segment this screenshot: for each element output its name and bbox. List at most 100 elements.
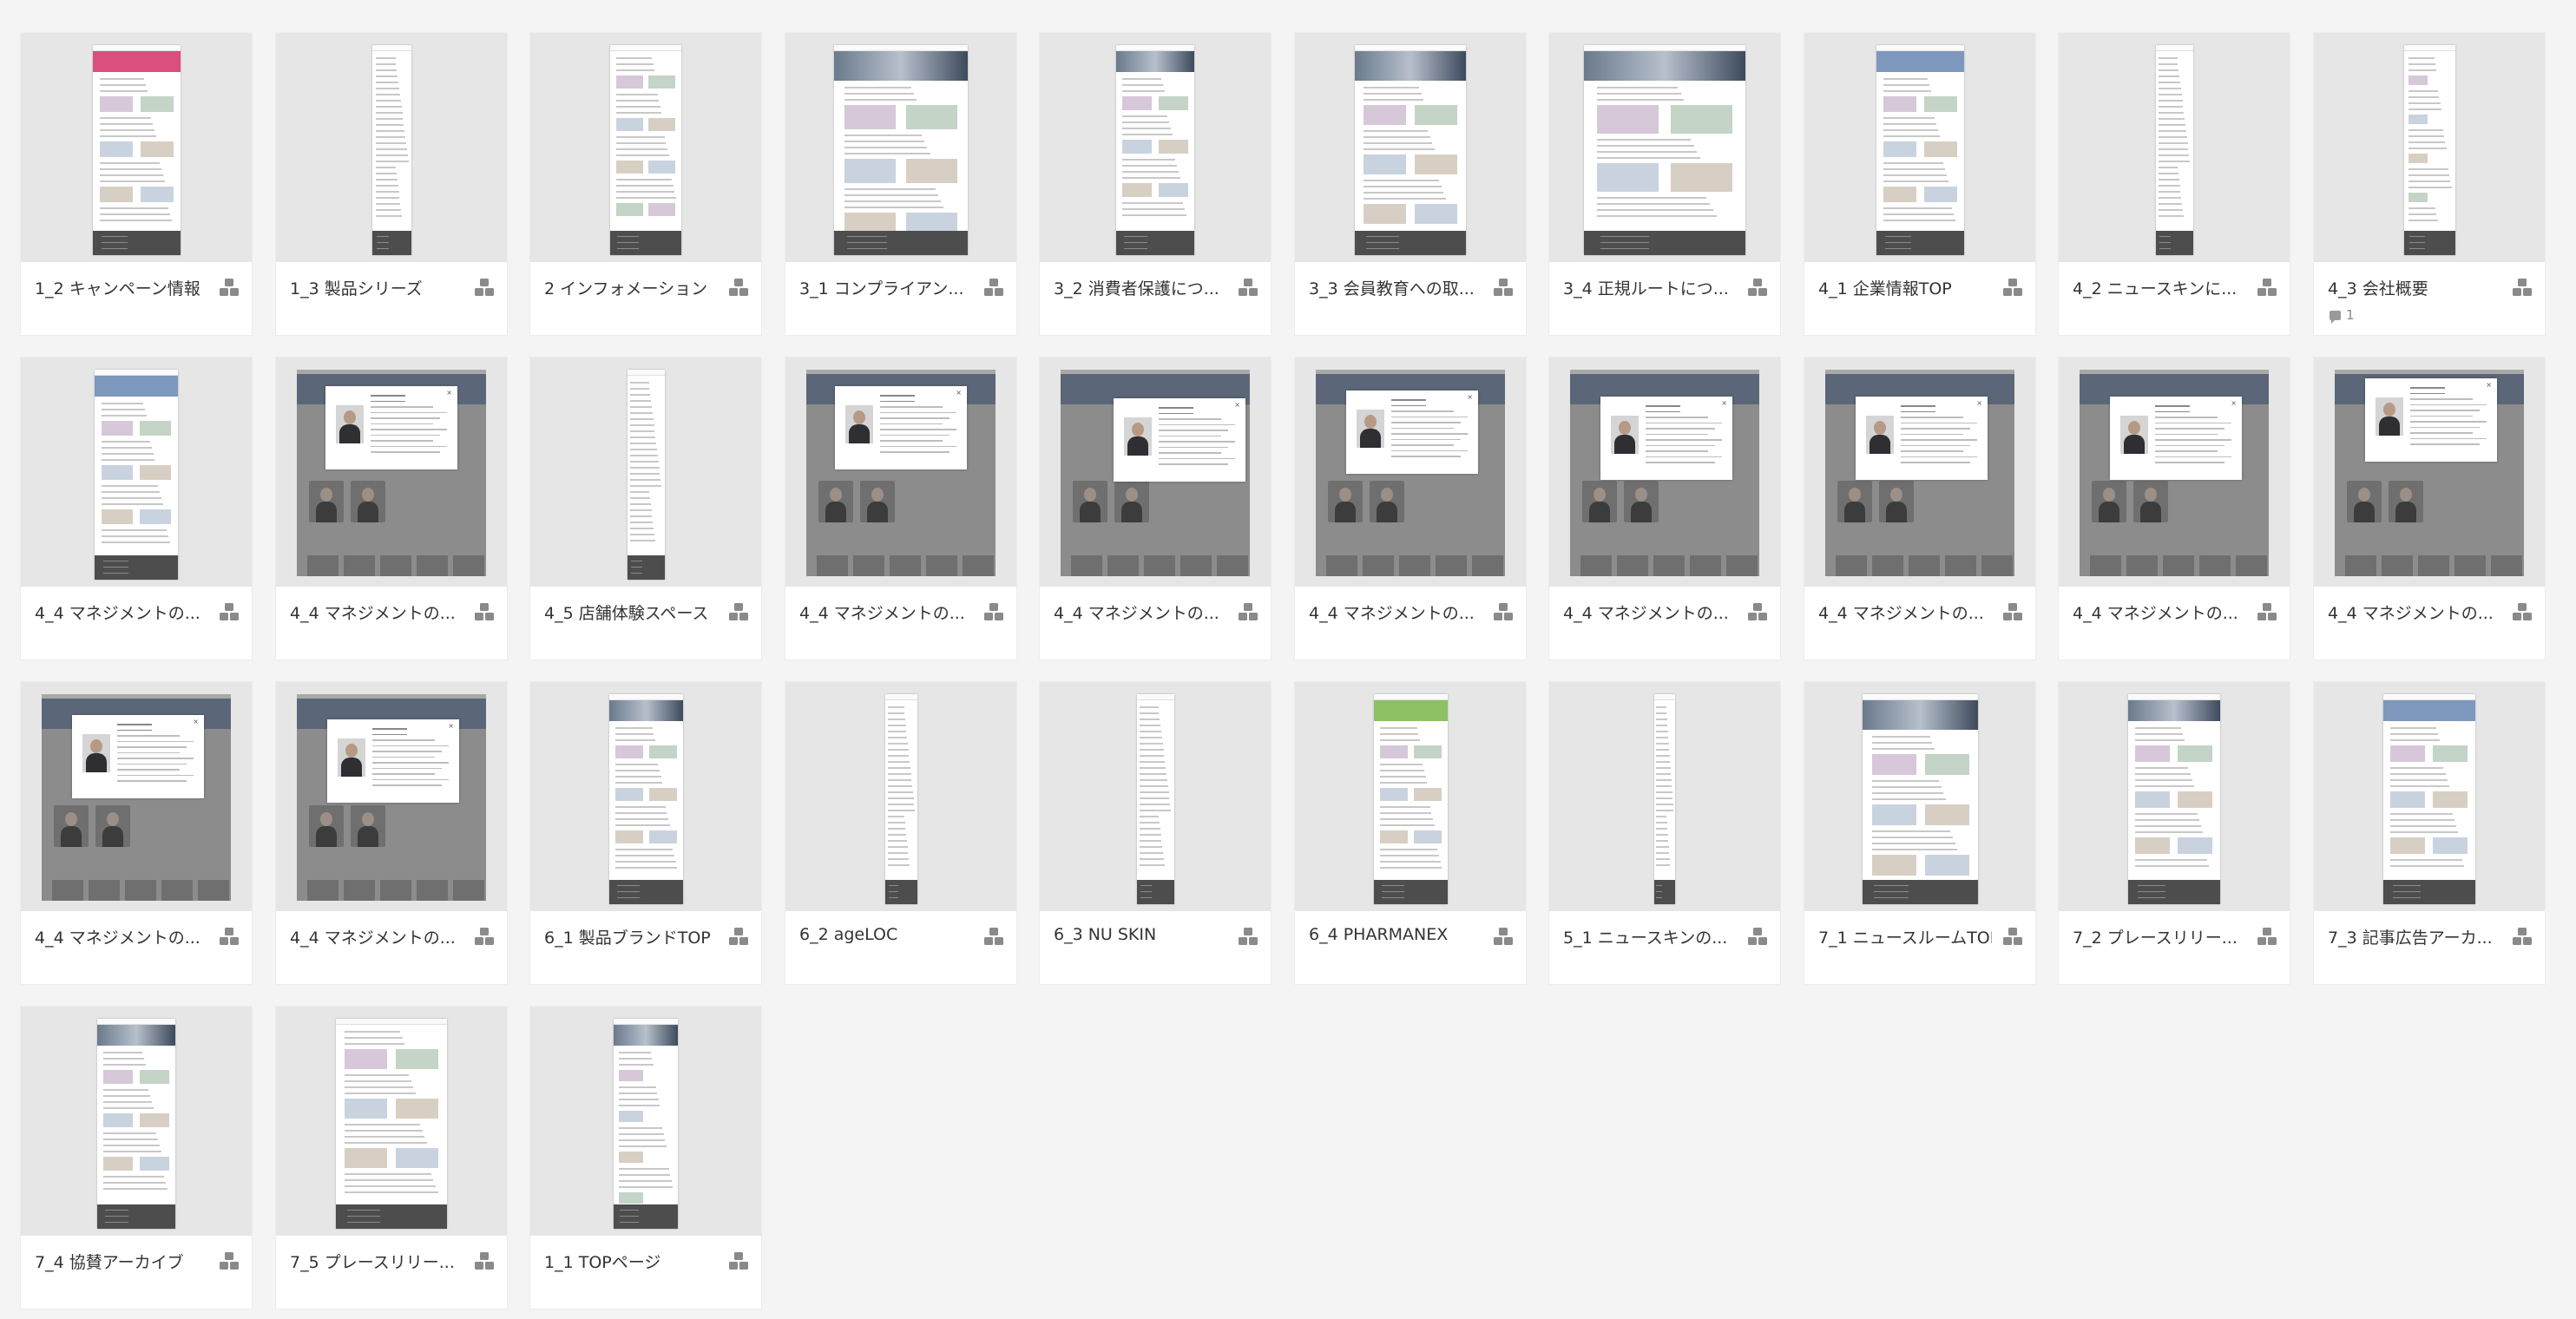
artboard-thumbnail[interactable] <box>21 358 252 587</box>
artboard-card[interactable]: × 4_4 マネジメントの... <box>21 682 252 984</box>
artboard-card[interactable]: × 4_4 マネジメントの... <box>785 358 1016 660</box>
artboard-card[interactable]: 7_3 記事広告アーカ... <box>2314 682 2545 984</box>
artboard-thumbnail[interactable] <box>1804 33 2035 262</box>
artboard-card[interactable]: 4_3 会社概要 1 <box>2314 33 2545 335</box>
artboard-thumbnail[interactable]: × <box>1040 358 1271 587</box>
artboard-thumbnail[interactable] <box>2314 682 2545 911</box>
artboard-card[interactable]: × 4_4 マネジメントの... <box>1549 358 1780 660</box>
artboard-thumbnail[interactable]: × <box>21 682 252 911</box>
artboard-card[interactable]: 6_1 製品ブランドTOP <box>530 682 761 984</box>
group-icon[interactable] <box>983 602 1004 621</box>
artboard-thumbnail[interactable] <box>21 33 252 262</box>
artboard-thumbnail[interactable] <box>1804 682 2035 911</box>
artboard-card[interactable]: 2 インフォメーション <box>530 33 761 335</box>
artboard-card[interactable]: × 4_4 マネジメントの... <box>2314 358 2545 660</box>
artboard-card[interactable]: 3_4 正規ルートにつ... <box>1549 33 1780 335</box>
artboard-card[interactable]: 6_4 PHARMANEX <box>1295 682 1526 984</box>
artboard-card[interactable]: 7_4 協賛アーカイブ <box>21 1007 252 1309</box>
artboard-thumbnail[interactable] <box>530 33 761 262</box>
comment-count[interactable]: 1 <box>2330 307 2355 324</box>
artboard-thumbnail[interactable] <box>2059 682 2290 911</box>
artboard-thumbnail[interactable] <box>785 33 1016 262</box>
artboard-thumbnail[interactable]: × <box>276 682 507 911</box>
group-icon[interactable] <box>2257 278 2277 297</box>
artboard-card[interactable]: 1_1 TOPページ <box>530 1007 761 1309</box>
artboard-thumbnail[interactable]: × <box>1804 358 2035 587</box>
group-icon[interactable] <box>983 927 1004 946</box>
group-icon[interactable] <box>1747 602 1768 621</box>
artboard-thumbnail[interactable] <box>1549 682 1780 911</box>
group-icon[interactable] <box>1493 927 1514 946</box>
artboard-thumbnail[interactable] <box>1549 33 1780 262</box>
artboard-thumbnail[interactable]: × <box>2059 358 2290 587</box>
group-icon[interactable] <box>1493 602 1514 621</box>
artboard-thumbnail[interactable] <box>785 682 1016 911</box>
artboard-thumbnail[interactable] <box>21 1007 252 1236</box>
group-icon[interactable] <box>474 602 495 621</box>
artboard-card[interactable]: 1_3 製品シリーズ <box>276 33 507 335</box>
artboard-card[interactable]: 6_3 NU SKIN <box>1040 682 1271 984</box>
artboard-thumbnail[interactable] <box>276 1007 507 1236</box>
artboard-card[interactable]: 4_1 企業情報TOP <box>1804 33 2035 335</box>
artboard-thumbnail[interactable] <box>1040 682 1271 911</box>
group-icon[interactable] <box>219 278 240 297</box>
artboard-card[interactable]: 3_3 会員教育への取... <box>1295 33 1526 335</box>
group-icon[interactable] <box>2257 927 2277 946</box>
group-icon[interactable] <box>474 1251 495 1270</box>
artboard-card[interactable]: 5_1 ニュースキンの... <box>1549 682 1780 984</box>
artboard-thumbnail[interactable]: × <box>1549 358 1780 587</box>
artboard-card[interactable]: 3_1 コンプライアン... <box>785 33 1016 335</box>
artboard-card[interactable]: 4_2 ニュースキンに... <box>2059 33 2290 335</box>
group-icon[interactable] <box>1238 927 1258 946</box>
artboard-thumbnail[interactable] <box>1295 682 1526 911</box>
group-icon[interactable] <box>2002 927 2023 946</box>
artboard-thumbnail[interactable] <box>2059 33 2290 262</box>
group-icon[interactable] <box>2002 602 2023 621</box>
group-icon[interactable] <box>219 927 240 946</box>
artboard-thumbnail[interactable]: × <box>276 358 507 587</box>
group-icon[interactable] <box>2257 602 2277 621</box>
artboard-card[interactable]: × 4_4 マネジメントの... <box>2059 358 2290 660</box>
artboard-card[interactable]: × 4_4 マネジメントの... <box>1295 358 1526 660</box>
group-icon[interactable] <box>219 602 240 621</box>
artboard-card[interactable]: 6_2 ageLOC <box>785 682 1016 984</box>
group-icon[interactable] <box>2512 927 2533 946</box>
artboard-card[interactable]: × 4_4 マネジメントの... <box>276 358 507 660</box>
group-icon[interactable] <box>1747 278 1768 297</box>
group-icon[interactable] <box>983 278 1004 297</box>
group-icon[interactable] <box>728 1251 749 1270</box>
group-icon[interactable] <box>474 278 495 297</box>
artboard-thumbnail[interactable]: × <box>1295 358 1526 587</box>
artboard-card[interactable]: 4_4 マネジメントの... <box>21 358 252 660</box>
group-icon[interactable] <box>1238 278 1258 297</box>
group-icon[interactable] <box>1238 602 1258 621</box>
artboard-thumbnail[interactable] <box>1040 33 1271 262</box>
group-icon[interactable] <box>2512 278 2533 297</box>
artboard-thumbnail[interactable] <box>530 358 761 587</box>
group-icon[interactable] <box>2002 278 2023 297</box>
group-icon[interactable] <box>1493 278 1514 297</box>
artboard-card[interactable]: × 4_4 マネジメントの... <box>1804 358 2035 660</box>
artboard-thumbnail[interactable] <box>530 1007 761 1236</box>
artboard-card[interactable]: 3_2 消費者保護につ... <box>1040 33 1271 335</box>
artboard-card[interactable]: 7_5 プレースリリー... <box>276 1007 507 1309</box>
artboard-thumbnail[interactable] <box>276 33 507 262</box>
artboard-thumbnail[interactable] <box>1295 33 1526 262</box>
group-icon[interactable] <box>728 927 749 946</box>
artboard-card[interactable]: 4_5 店舗体験スペース <box>530 358 761 660</box>
artboard-card[interactable]: × 4_4 マネジメントの... <box>1040 358 1271 660</box>
artboard-card[interactable]: 7_2 プレースリリー... <box>2059 682 2290 984</box>
group-icon[interactable] <box>2512 602 2533 621</box>
group-icon[interactable] <box>474 927 495 946</box>
artboard-thumbnail[interactable]: × <box>2314 358 2545 587</box>
artboard-card[interactable]: × 4_4 マネジメントの... <box>276 682 507 984</box>
artboard-card[interactable]: 7_1 ニュースルームTOP <box>1804 682 2035 984</box>
artboard-thumbnail[interactable] <box>530 682 761 911</box>
group-icon[interactable] <box>728 602 749 621</box>
artboard-card[interactable]: 1_2 キャンペーン情報 <box>21 33 252 335</box>
group-icon[interactable] <box>728 278 749 297</box>
artboard-thumbnail[interactable] <box>2314 33 2545 262</box>
artboard-thumbnail[interactable]: × <box>785 358 1016 587</box>
group-icon[interactable] <box>1747 927 1768 946</box>
group-icon[interactable] <box>219 1251 240 1270</box>
